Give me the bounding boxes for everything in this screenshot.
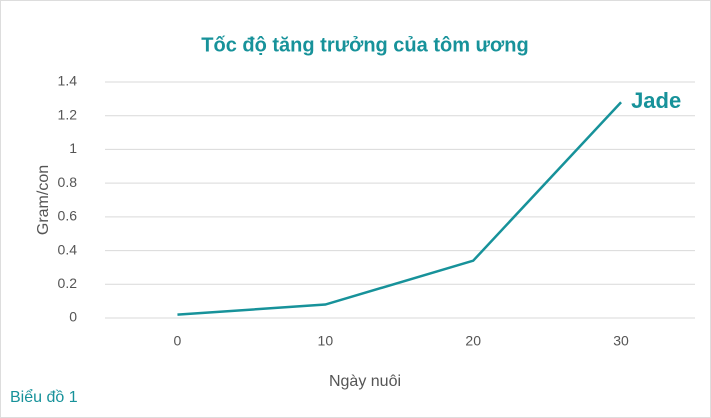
x-tick-label: 10: [318, 333, 334, 349]
y-tick-label: 1.4: [58, 73, 78, 89]
y-tick-label: 0.8: [58, 174, 78, 190]
line-series: [177, 101, 622, 316]
y-tick-label: 0.6: [58, 208, 78, 224]
x-axis-label: Ngày nuôi: [329, 373, 401, 390]
x-tick-label: 30: [613, 333, 629, 349]
y-tick-label: 0: [69, 309, 77, 325]
y-tick-label: 1.2: [58, 106, 78, 122]
y-axis-label: Gram/con: [35, 165, 52, 235]
y-tick-label: 0.4: [58, 241, 78, 257]
x-tick-label: 0: [174, 333, 182, 349]
caption: Biểu đồ 1: [10, 388, 78, 406]
x-tick-label: 20: [465, 333, 481, 349]
y-tick-label: 1: [69, 140, 77, 156]
series-label: Jade: [631, 88, 681, 113]
y-tick-label: 0.2: [58, 275, 78, 291]
chart-title: Tốc độ tăng trưởng của tôm ương: [201, 34, 528, 56]
